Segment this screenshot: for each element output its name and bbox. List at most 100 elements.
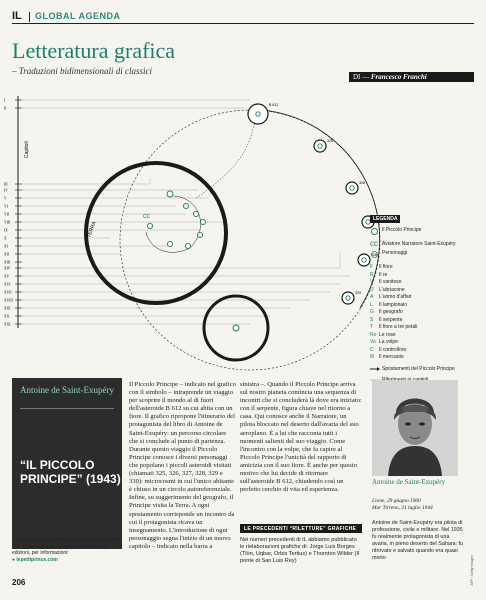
legend-aviatore: ᴄᴄ Aviatore Narratore Saint-Exupéry [370, 239, 456, 248]
chapter-reference-lines [22, 99, 350, 325]
body-column-2: sinistra –. Quando il Piccolo Principe a… [240, 381, 362, 494]
chapter-label: XII [4, 253, 10, 257]
character-symbol: L [370, 301, 373, 308]
asteroid-label: 326 [359, 181, 365, 185]
earth-label: TERRA [86, 220, 98, 239]
article-title: Letteratura grafica [12, 38, 176, 63]
principe-marker [317, 143, 323, 149]
character-symbol: C [370, 346, 374, 353]
chapter-label: IX [4, 229, 8, 233]
line-icon [370, 377, 382, 385]
previous-text: Nei numeri precedenti di IL abbiamo pubb… [240, 537, 360, 564]
legend-principe: Il Piccolo Principe [370, 227, 475, 238]
inner-path [145, 195, 201, 253]
edition-note: Il racconto Le Petit Prince è stato trad… [12, 537, 121, 563]
asteroid-label: 329 [355, 291, 361, 295]
page-header: IL GLOBAL AGENDA [12, 10, 474, 24]
legend-character: F Il fiore [370, 264, 475, 272]
principe-icon [370, 227, 382, 238]
book-card: Antoine de Saint-Exupéry “IL PICCOLO PRI… [12, 378, 122, 549]
character-symbol: U [370, 286, 374, 293]
legend-character: T Il fiore a tre petali [370, 324, 475, 332]
chapter-label: XXI [4, 323, 11, 327]
character-symbol: T [370, 324, 374, 330]
character-symbol: V [370, 279, 374, 285]
website-link[interactable]: lepetitprince.com [16, 556, 58, 563]
aviatore-icon: ᴄᴄ [370, 239, 378, 248]
card-author: Antoine de Saint-Exupéry [20, 385, 114, 395]
character-name: Il lampionaio [379, 301, 408, 308]
header-divider [29, 12, 30, 22]
big-asteroid-330 [202, 294, 270, 362]
story-diagram: Capitoli IIIIIIIVVVIVIIVIIIIXXXIXIIXIIIX… [4, 96, 381, 371]
character-symbol: A [370, 294, 374, 300]
chapter-label: XI [4, 245, 9, 249]
body-column-1: Il Piccolo Principe – indicato nel grafi… [129, 381, 236, 550]
character-name: L'ubriacone [379, 286, 405, 293]
character-symbol: R [370, 271, 374, 278]
chapter-label: VI [4, 205, 9, 209]
chapter-label: III [4, 183, 8, 187]
character-name: Il vanitoso [379, 279, 402, 285]
character-name: Le rose [379, 331, 396, 338]
legend-character: R Il re [370, 272, 475, 280]
legend-spostamenti: Spostamenti del Piccolo Principe [370, 366, 475, 374]
chapter-label: XX [4, 315, 10, 319]
character-name: L'uomo d'affari [379, 294, 412, 300]
character-name: Il serpente [379, 316, 403, 323]
legend-personaggi: Personaggi [370, 250, 475, 261]
character-name: Il mercante [379, 354, 404, 360]
character-name: Il geografo [379, 309, 403, 315]
svg-text:ᴄᴄ: ᴄᴄ [143, 213, 151, 220]
article-subtitle: – Traduzioni bidimensionali di classici [12, 66, 153, 76]
chapter-label: II [4, 107, 7, 111]
earth-encounters: ᴄᴄ [143, 190, 206, 249]
chapter-label: XVIII [4, 299, 14, 303]
arrow-icon [370, 366, 382, 374]
legend-character: S Il serpente [370, 317, 475, 325]
legend-character: Vo La volpe [370, 339, 475, 347]
character-symbol: F [370, 264, 374, 270]
byline: DI — Francesco Franchi [349, 72, 474, 82]
chapter-label: XIV [4, 267, 11, 271]
photo-credit: AFP / Getty Images [470, 555, 474, 586]
chapter-label: XVI [4, 283, 11, 287]
portrait-name: Antoine de Saint-Exupéry [372, 478, 446, 486]
chapter-label: IV [4, 189, 8, 193]
character-symbol: M [370, 354, 375, 360]
character-symbol: S [370, 316, 374, 323]
legend-character: G Il geografo [370, 309, 475, 317]
character-name: Il fiore a tre petali [379, 324, 418, 330]
principe-marker [349, 185, 355, 191]
magazine-logo: IL [12, 10, 22, 22]
legend-character: Ro Le rose [370, 332, 475, 340]
journey-circle [119, 109, 381, 371]
personaggi-icon [370, 250, 382, 261]
portrait-description: Antoine de Saint-Exupéry era pilota di p… [372, 520, 464, 561]
chapter-label: XV [4, 275, 10, 279]
chapter-label: VII [4, 213, 10, 217]
chapter-label: XVII [4, 291, 12, 295]
byline-prefix: DI — [353, 73, 371, 81]
portrait-dates: Lione, 29 giugno 1900 Mar Tirreno, 31 lu… [372, 498, 433, 511]
chapter-label: V [4, 197, 7, 201]
earth-planet: TERRA [84, 115, 257, 305]
principe-marker [345, 295, 351, 301]
chapter-label: VIII [4, 221, 11, 225]
asteroid-label: 325 [327, 139, 333, 143]
character-symbol: G [370, 309, 374, 315]
legend-character: A L'uomo d'affari [370, 294, 475, 302]
legend-heading: LEGENDA [370, 215, 401, 223]
legend-character: U L'ubriacone [370, 287, 475, 295]
card-book-title: “IL PICCOLO PRINCIPE” (1943) [20, 458, 121, 486]
character-symbol: Ro [370, 331, 377, 338]
byline-author: Francesco Franchi [370, 73, 427, 81]
character-name: Il re [379, 271, 388, 278]
principe-marker [361, 257, 367, 263]
character-name: Il controllore [379, 346, 407, 353]
legend-character: M Il mercante [370, 354, 475, 362]
character-name: La volpe [379, 339, 398, 345]
card-rule [20, 408, 114, 409]
legend-character: C Il controllore [370, 347, 475, 355]
page-number: 206 [12, 578, 26, 587]
